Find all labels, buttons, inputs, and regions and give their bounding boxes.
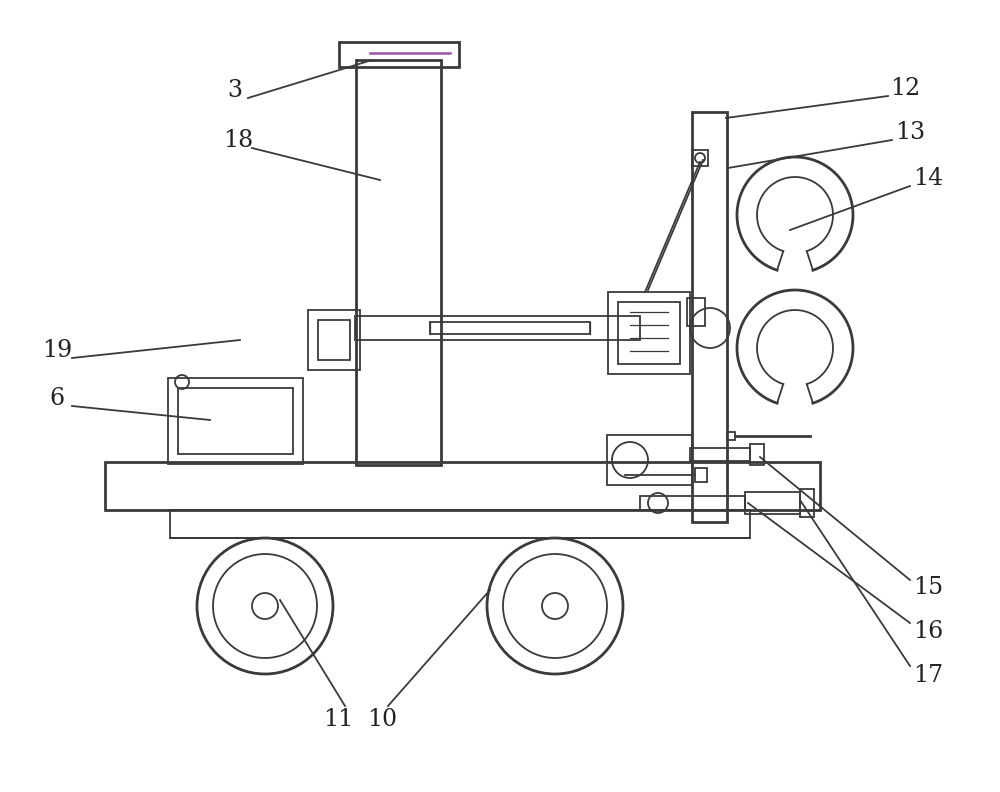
Bar — [318, 320, 350, 360]
Text: 6: 6 — [49, 386, 65, 409]
Text: 11: 11 — [323, 709, 353, 732]
Text: 10: 10 — [367, 709, 397, 732]
Text: 15: 15 — [913, 577, 943, 600]
Text: 18: 18 — [223, 128, 253, 151]
Text: 12: 12 — [890, 77, 920, 100]
Text: 17: 17 — [913, 664, 943, 687]
Bar — [695, 468, 707, 482]
Bar — [178, 388, 293, 454]
Bar — [339, 42, 459, 67]
Bar — [168, 378, 303, 464]
Bar — [687, 298, 705, 326]
Bar — [618, 302, 680, 364]
Text: 14: 14 — [913, 166, 943, 189]
Bar — [640, 496, 745, 510]
Bar — [692, 112, 727, 522]
Text: 19: 19 — [42, 338, 72, 361]
Bar — [355, 316, 640, 340]
Text: 13: 13 — [895, 120, 925, 143]
Bar — [430, 322, 590, 334]
Bar — [105, 462, 820, 510]
Bar — [727, 432, 735, 440]
Bar — [745, 492, 800, 514]
Bar — [170, 510, 750, 538]
Bar — [692, 150, 708, 166]
Text: 3: 3 — [228, 78, 243, 101]
Bar — [607, 435, 692, 485]
Bar — [308, 310, 360, 370]
Bar — [608, 292, 690, 374]
Text: 16: 16 — [913, 620, 943, 643]
Bar — [800, 489, 814, 517]
Bar — [750, 444, 764, 465]
Bar — [356, 60, 441, 465]
Bar — [690, 448, 750, 461]
